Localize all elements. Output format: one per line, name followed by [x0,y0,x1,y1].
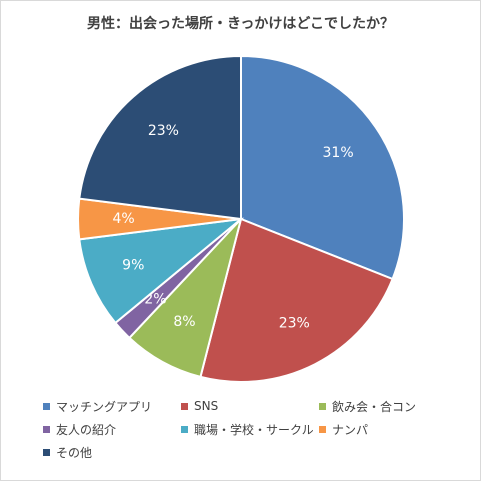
slice-label-4: 9% [122,258,144,274]
slice-label-2: 8% [173,314,195,330]
slice-label-0: 31% [323,145,354,161]
pie-slice-6 [78,54,242,221]
pie-slice-1 [199,217,394,383]
slice-label-1: 23% [279,316,310,332]
slice-label-5: 4% [113,211,135,227]
pie-slice-0 [240,54,405,281]
pie-slice-4 [78,217,245,325]
slice-label-6: 23% [148,123,179,139]
chart-title: 男性：出会った場所・きっかけはどこでしたか？ [86,16,395,32]
